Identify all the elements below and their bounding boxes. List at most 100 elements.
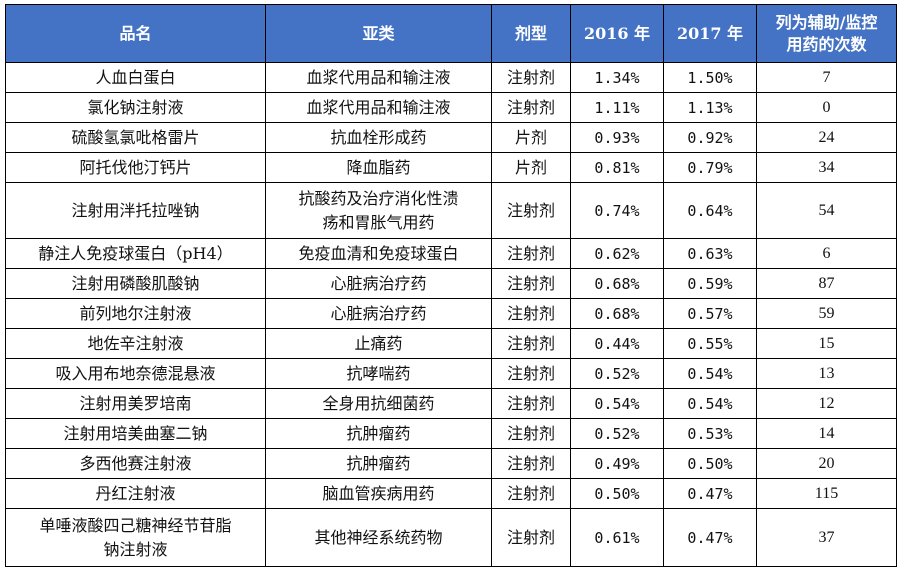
share-2017: 0.47% xyxy=(663,478,757,509)
drug-name: 硫酸氢氯吡格雷片 xyxy=(5,122,266,153)
drug-name-line2: 钠注射液 xyxy=(103,539,168,559)
drug-subcategory: 心脏病治疗药 xyxy=(265,298,492,329)
drug-form: 注射剂 xyxy=(491,448,571,479)
drug-subcategory-line1: 抗酸药及治疗消化性溃 xyxy=(298,188,459,208)
drug-form: 注射剂 xyxy=(491,508,571,567)
listed-count: 14 xyxy=(756,418,897,449)
drug-form: 注射剂 xyxy=(491,358,571,389)
share-2017: 0.79% xyxy=(663,152,757,183)
drug-form: 注射剂 xyxy=(491,298,571,329)
listed-count: 0 xyxy=(756,92,897,123)
drug-subcategory-line2: 疡和胃胀气用药 xyxy=(322,212,435,232)
drug-subcategory: 抗肿瘤药 xyxy=(265,448,492,479)
table-row: 吸入用布地奈德混悬液 抗哮喘药 注射剂 0.52% 0.54% 13 xyxy=(5,358,897,389)
drug-subcategory: 降血脂药 xyxy=(265,152,492,183)
drug-name: 丹红注射液 xyxy=(5,478,266,509)
share-2017: 0.57% xyxy=(663,298,757,329)
drug-name: 静注人免疫球蛋白（pH4） xyxy=(5,238,266,269)
drug-name: 注射用美罗培南 xyxy=(5,388,266,419)
share-2016: 0.50% xyxy=(570,478,664,509)
header-count-line1: 列为辅助/监控 xyxy=(775,12,878,32)
share-2016: 1.34% xyxy=(570,62,664,93)
header-form: 剂型 xyxy=(491,4,571,63)
listed-count: 115 xyxy=(756,478,897,509)
table-row: 人血白蛋白 血浆代用品和输注液 注射剂 1.34% 1.50% 7 xyxy=(5,62,897,93)
drug-form: 注射剂 xyxy=(491,182,571,239)
drug-name: 阿托伐他汀钙片 xyxy=(5,152,266,183)
drug-subcategory: 抗血栓形成药 xyxy=(265,122,492,153)
share-2017: 1.13% xyxy=(663,92,757,123)
table-row: 地佐辛注射液 止痛药 注射剂 0.44% 0.55% 15 xyxy=(5,328,897,359)
header-year-2017: 2017 年 xyxy=(663,4,757,63)
share-2016: 0.44% xyxy=(570,328,664,359)
listed-count: 87 xyxy=(756,268,897,299)
share-2016: 0.68% xyxy=(570,298,664,329)
drug-form: 注射剂 xyxy=(491,238,571,269)
listed-count: 15 xyxy=(756,328,897,359)
share-2017: 0.55% xyxy=(663,328,757,359)
table-row: 注射用美罗培南 全身用抗细菌药 注射剂 0.54% 0.54% 12 xyxy=(5,388,897,419)
share-2016: 0.52% xyxy=(570,418,664,449)
table-row: 注射用泮托拉唑钠 抗酸药及治疗消化性溃 疡和胃胀气用药 注射剂 0.74% 0.… xyxy=(5,182,897,239)
share-2016: 0.62% xyxy=(570,238,664,269)
drug-form: 注射剂 xyxy=(491,328,571,359)
table-row: 单唾液酸四己糖神经节苷脂 钠注射液 其他神经系统药物 注射剂 0.61% 0.4… xyxy=(5,508,897,567)
drug-subcategory: 心脏病治疗药 xyxy=(265,268,492,299)
drug-form: 注射剂 xyxy=(491,478,571,509)
drug-name: 注射用培美曲塞二钠 xyxy=(5,418,266,449)
header-count: 列为辅助/监控 用药的次数 xyxy=(756,4,897,63)
header-subcategory: 亚类 xyxy=(265,4,492,63)
drug-name: 注射用泮托拉唑钠 xyxy=(5,182,266,239)
table-row: 静注人免疫球蛋白（pH4） 免疫血清和免疫球蛋白 注射剂 0.62% 0.63%… xyxy=(5,238,897,269)
table-body: 人血白蛋白 血浆代用品和输注液 注射剂 1.34% 1.50% 7 氯化钠注射液… xyxy=(5,62,897,567)
drug-name: 注射用磷酸肌酸钠 xyxy=(5,268,266,299)
drug-form: 注射剂 xyxy=(491,268,571,299)
listed-count: 34 xyxy=(756,152,897,183)
header-year-2016: 2016 年 xyxy=(570,4,664,63)
drug-name: 氯化钠注射液 xyxy=(5,92,266,123)
share-2016: 0.49% xyxy=(570,448,664,479)
table-row: 氯化钠注射液 血浆代用品和输注液 注射剂 1.11% 1.13% 0 xyxy=(5,92,897,123)
share-2016: 0.52% xyxy=(570,358,664,389)
listed-count: 12 xyxy=(756,388,897,419)
listed-count: 24 xyxy=(756,122,897,153)
share-2017: 0.64% xyxy=(663,182,757,239)
drug-form: 注射剂 xyxy=(491,92,571,123)
share-2017: 0.54% xyxy=(663,358,757,389)
listed-count: 6 xyxy=(756,238,897,269)
listed-count: 59 xyxy=(756,298,897,329)
listed-count: 7 xyxy=(756,62,897,93)
drug-subcategory: 其他神经系统药物 xyxy=(265,508,492,567)
drug-name: 人血白蛋白 xyxy=(5,62,266,93)
header-row: 品名 亚类 剂型 2016 年 2017 年 列为辅助/监控 用药的次数 xyxy=(5,4,897,63)
share-2016: 1.11% xyxy=(570,92,664,123)
drug-ranking-table: 品名 亚类 剂型 2016 年 2017 年 列为辅助/监控 用药的次数 人血白… xyxy=(5,4,897,567)
table-row: 多西他赛注射液 抗肿瘤药 注射剂 0.49% 0.50% 20 xyxy=(5,448,897,479)
drug-subcategory: 抗哮喘药 xyxy=(265,358,492,389)
drug-form: 片剂 xyxy=(491,122,571,153)
table-row: 前列地尔注射液 心脏病治疗药 注射剂 0.68% 0.57% 59 xyxy=(5,298,897,329)
share-2016: 0.68% xyxy=(570,268,664,299)
share-2016: 0.61% xyxy=(570,508,664,567)
drug-name: 单唾液酸四己糖神经节苷脂 钠注射液 xyxy=(5,508,266,567)
drug-subcategory: 止痛药 xyxy=(265,328,492,359)
share-2016: 0.54% xyxy=(570,388,664,419)
drug-subcategory: 血浆代用品和输注液 xyxy=(265,92,492,123)
share-2017: 1.50% xyxy=(663,62,757,93)
header-name: 品名 xyxy=(5,4,266,63)
header-count-line2: 用药的次数 xyxy=(786,34,867,54)
table-header: 品名 亚类 剂型 2016 年 2017 年 列为辅助/监控 用药的次数 xyxy=(5,4,897,63)
share-2017: 0.47% xyxy=(663,508,757,567)
drug-subcategory: 全身用抗细菌药 xyxy=(265,388,492,419)
share-2016: 0.93% xyxy=(570,122,664,153)
drug-subcategory: 免疫血清和免疫球蛋白 xyxy=(265,238,492,269)
listed-count: 20 xyxy=(756,448,897,479)
share-2017: 0.92% xyxy=(663,122,757,153)
drug-name: 前列地尔注射液 xyxy=(5,298,266,329)
share-2017: 0.53% xyxy=(663,418,757,449)
share-2017: 0.63% xyxy=(663,238,757,269)
listed-count: 13 xyxy=(756,358,897,389)
drug-name: 吸入用布地奈德混悬液 xyxy=(5,358,266,389)
drug-form: 片剂 xyxy=(491,152,571,183)
drug-name-line1: 单唾液酸四己糖神经节苷脂 xyxy=(39,515,232,535)
